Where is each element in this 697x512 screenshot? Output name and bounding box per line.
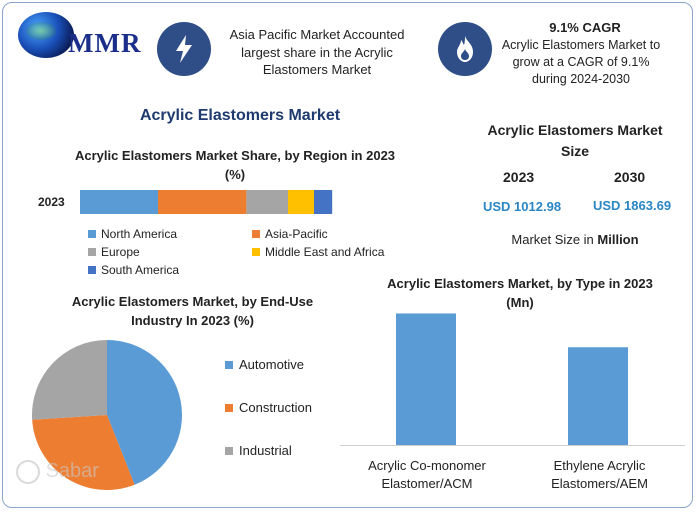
pie-slice-construction [32, 415, 135, 490]
market-size-title-line1: Acrylic Elastomers Market [487, 122, 663, 138]
stack-segment-asia-pacific [158, 190, 247, 214]
watermark-logo-icon [16, 460, 40, 484]
pie-legend-automotive: Automotive [225, 357, 304, 372]
pie-legend-industrial: Industrial [225, 443, 292, 458]
market-size-year-2030: 2030 [614, 169, 646, 185]
watermark: Sabar [16, 460, 99, 484]
unit-note-bold: Million [597, 232, 639, 247]
globe-logo-icon [18, 12, 74, 58]
legend-label: Construction [239, 400, 312, 415]
legend-swatch [88, 248, 96, 256]
stack-segment-europe [246, 190, 288, 214]
legend-swatch [88, 230, 96, 238]
page-frame [2, 2, 693, 508]
legend-north-america: North America [88, 227, 177, 241]
unit-note-prefix: Market Size in [511, 232, 598, 247]
market-size-title-line2: Size [560, 143, 589, 159]
region-stacked-bar-chart [80, 190, 333, 214]
legend-label: Automotive [239, 357, 305, 372]
region-chart-title: Acrylic Elastomers Market Share, by Regi… [74, 148, 396, 182]
cagr-note: Acrylic Elastomers Market to grow at a C… [501, 38, 661, 86]
legend-middle-east-africa: Middle East and Africa [252, 245, 384, 259]
market-size-value-2023: USD 1012.98 [483, 199, 562, 214]
market-size-value-2030: USD 1863.69 [593, 198, 672, 213]
region-chart-category-label: 2023 [38, 195, 65, 209]
type-chart-title: Acrylic Elastomers Market, by Type in 20… [387, 276, 653, 310]
legend-label: South America [101, 263, 180, 277]
market-size-unit-note: Market Size in Million [490, 232, 660, 247]
legend-swatch [252, 230, 260, 238]
pie-legend-construction: Construction [225, 400, 312, 415]
end-use-pie-chart [32, 340, 182, 490]
legend-europe: Europe [88, 245, 140, 259]
stack-segment-middle-east-and-africa [288, 190, 314, 214]
legend-label: Middle East and Africa [265, 245, 385, 259]
end-use-chart-title: Acrylic Elastomers Market, by End-Use In… [71, 294, 314, 328]
type-bar-aem [568, 347, 628, 445]
stack-segment-north-america [80, 190, 158, 214]
pie-slice-industrial [32, 340, 107, 420]
region-share-note: Asia Pacific Market Accounted largest sh… [229, 27, 405, 78]
legend-label: North America [101, 227, 178, 241]
type-bar-acm [396, 313, 456, 445]
legend-swatch [252, 248, 260, 256]
pie-slice-automotive [107, 340, 182, 485]
legend-swatch [225, 446, 233, 455]
brand-logo-text: MMR [68, 28, 142, 58]
legend-asia-pacific: Asia-Pacific [252, 227, 328, 241]
legend-label: Europe [101, 245, 140, 259]
market-size-year-2023: 2023 [503, 169, 535, 185]
page-title: Acrylic Elastomers Market [139, 107, 341, 124]
flame-icon [438, 22, 492, 76]
watermark-text: Sabar [45, 460, 99, 483]
legend-label: Industrial [239, 443, 292, 458]
type-bar-label-aem: Ethylene Acrylic Elastomers/AEM [551, 458, 648, 491]
legend-swatch [225, 360, 233, 369]
legend-label: Asia-Pacific [265, 227, 328, 241]
lightning-icon [157, 22, 211, 76]
legend-swatch [225, 403, 233, 412]
legend-swatch [88, 266, 96, 274]
type-bar-chart [340, 313, 685, 446]
type-bar-label-acm: Acrylic Co-monomer Elastomer/ACM [368, 458, 486, 491]
stack-segment-south-america [314, 190, 333, 214]
market-size-title: Acrylic Elastomers Market Size [470, 120, 680, 162]
legend-south-america: South America [88, 263, 179, 277]
cagr-title: 9.1% CAGR [549, 20, 621, 35]
